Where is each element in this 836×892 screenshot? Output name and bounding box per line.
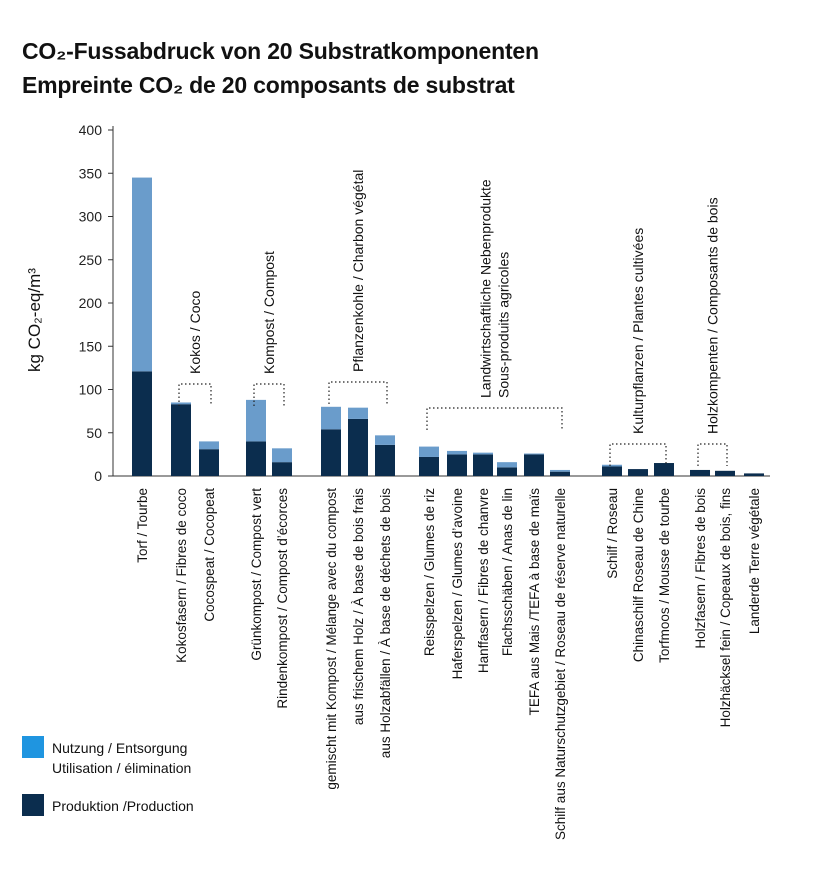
group-bracket [426,407,563,430]
y-tick-label: 400 [79,122,103,138]
bar-usage [321,406,341,430]
category-label: Reisspelzen / Glumes de riz [422,488,437,656]
bar-production [473,454,493,476]
category-label: Schilf / Roseau [605,488,620,579]
legend-label-usage-fr: Utilisation / élimination [52,760,192,776]
category-label: Grünkompost / Compost vert [249,488,264,661]
category-label: Torf / Tourbe [135,488,150,563]
y-axis-label: kg CO₂-eq/m³ [25,268,44,372]
category-label: Schilf aus Naturschutzgebiet / Roseau de… [553,488,568,840]
category-label: Torfmoos / Mousse de tourbe [657,488,672,663]
bar-usage [132,177,152,372]
legend-swatch-production [22,794,44,816]
group-label: Sous-produits agricoles [496,252,512,398]
bar-production [246,441,266,476]
bar-usage [199,441,219,450]
bar-production [654,463,674,476]
category-label: aus frischem Holz / À base de bois frais [351,488,366,725]
bar-production [375,444,395,476]
category-label: gemischt mit Kompost / Mélange avec du c… [324,488,339,790]
bar-usage [447,450,467,455]
y-tick-label: 200 [79,295,103,311]
bar-production [715,470,735,476]
bar-production [199,449,219,476]
category-label: Rindenkompost / Compost d’écorces [275,488,290,709]
bar-production [550,471,570,476]
category-label: aus Holzabfällen / À base de déchets de … [378,488,393,758]
bar-production [524,454,544,476]
bar-production [447,454,467,476]
group-label: Pflanzenkohle / Charbon végétal [350,170,366,372]
legend-label-usage-de: Nutzung / Entsorgung [52,740,188,756]
bar-usage [246,399,266,442]
category-label: Landerde Terre végétale [747,488,762,634]
bar-usage [497,462,517,468]
group-label: Landwirtschaftliche Nebenprodukte [478,179,494,398]
bar-production [690,469,710,476]
bar-usage [171,402,191,405]
bar-production [132,371,152,476]
legend-swatch-usage [22,736,44,758]
legend-label-usage: Nutzung / Entsorgung Utilisation / élimi… [52,738,191,778]
y-tick-label: 150 [79,338,103,354]
category-label: TEFA aus Mais /TEFA à base de maïs [527,488,542,716]
y-tick-label: 300 [79,209,103,225]
bar-usage [602,464,622,467]
bar-production [744,473,764,476]
y-tick-label: 100 [79,382,103,398]
category-label: Chinaschilf Roseau de Chine [631,488,646,662]
group-label: Kulturpflanzen / Plantes cultivées [630,228,646,434]
bar-usage [473,452,493,455]
bar-production [348,418,368,476]
category-label: Haferspelzen / Glumes d’avoine [450,488,465,679]
category-label: Hanffasern / Fibres de chanvre [476,488,491,673]
group-label: Holzkompenten / Composants de bois [705,197,721,434]
y-tick-label: 250 [79,252,103,268]
legend-label-production: Produktion /Production [52,798,194,814]
group-bracket [609,443,667,466]
bar-production [419,456,439,476]
category-label: Cocospeat / Cocopeat [202,488,217,622]
bar-production [171,404,191,476]
group-label: Kokos / Coco [187,291,203,374]
bar-usage [272,448,292,463]
chart-title-fr: Empreinte CO₂ de 20 composants de substr… [22,72,515,98]
bar-usage [375,435,395,445]
bar-usage [419,446,439,457]
group-bracket [328,381,388,404]
bar-usage [524,453,544,455]
bar-production [272,462,292,476]
category-label: Holzhäcksel fein / Copeaux de bois, fins [718,488,733,728]
chart-title-de: CO₂-Fussabdruck von 20 Substratkomponent… [22,38,539,64]
y-tick-label: 350 [79,165,103,181]
bar-production [628,469,648,476]
group-bracket [253,383,285,406]
category-label: Holzfasern / Fibres de bois [693,488,708,649]
group-label: Kompost / Compost [261,251,277,374]
category-label: Flachsschäben / Anas de lin [500,488,515,656]
y-tick-label: 0 [94,468,102,484]
y-tick-label: 50 [86,425,102,441]
group-bracket [178,383,212,406]
category-label: Kokosfasern / Fibres de coco [174,488,189,663]
bar-usage [550,469,570,472]
group-bracket [697,443,728,466]
bar-usage [348,407,368,419]
bar-production [497,467,517,476]
bar-production [321,429,341,476]
bar-production [602,466,622,476]
